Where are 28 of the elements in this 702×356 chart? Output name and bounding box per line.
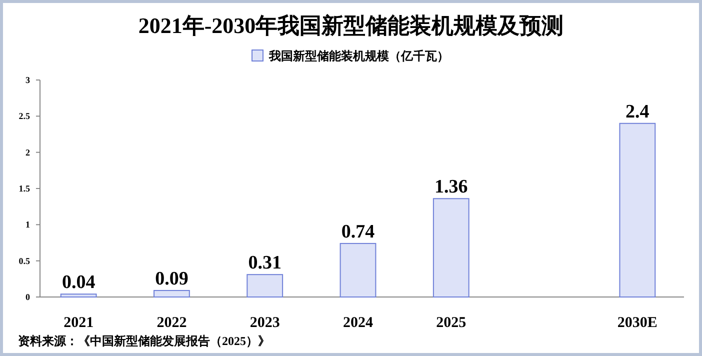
y-tick-label: 1.5: [18, 184, 30, 194]
bar: [619, 122, 656, 298]
bar: [340, 242, 376, 298]
data-label: 0.04: [62, 272, 96, 294]
legend-label: 我国新型储能装机规模（亿千瓦）: [268, 49, 449, 63]
y-tick-label: 0: [26, 292, 30, 302]
y-tick-label: 2: [26, 147, 30, 158]
x-tick-label: 2023: [250, 315, 280, 331]
text: 资料来源：《中国新型储能发展报告（2025）》: [18, 334, 270, 348]
data-label: 1.36: [434, 176, 468, 198]
data-label: 0.74: [341, 221, 376, 242]
y-tick-label: 0.5: [18, 256, 30, 266]
y-tick-label: 2.5: [18, 111, 30, 122]
data-label: 0.09: [155, 268, 188, 290]
chart-title: 2021年-2030年我国新型储能装机规模及预测: [138, 13, 564, 38]
data-label: 2.4: [626, 101, 650, 122]
x-tick-label: 2025: [436, 315, 466, 331]
x-tick-label: 2022: [156, 315, 187, 331]
data-label: 0.31: [248, 252, 282, 274]
bar: [246, 274, 284, 298]
y-tick-label: 1: [26, 220, 30, 230]
bar: [432, 198, 470, 298]
x-tick-label: 2030E: [617, 315, 658, 331]
bar: [60, 294, 97, 298]
x-tick-label: 2024: [343, 315, 374, 331]
x-tick-label: 2021: [64, 315, 94, 331]
y-tick-label: 3: [26, 75, 30, 85]
bar: [154, 290, 190, 298]
